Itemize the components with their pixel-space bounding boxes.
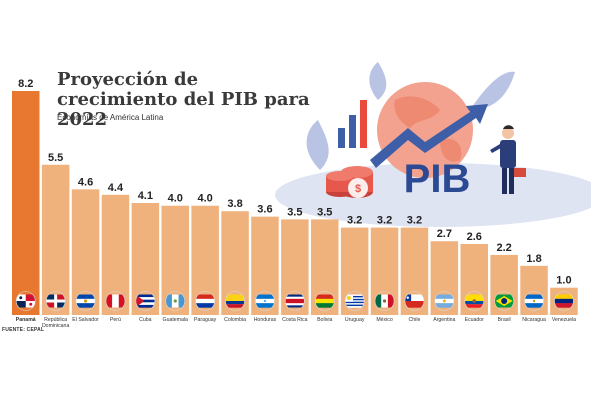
value-label-brazil: 2.2 xyxy=(497,242,512,254)
value-label-argentina: 2.7 xyxy=(437,228,452,240)
category-label-chile: Chile xyxy=(409,317,421,323)
category-label-uruguay: Uruguay xyxy=(345,317,365,323)
leaf-left-icon xyxy=(306,120,329,170)
bar-el-salvador xyxy=(71,189,100,315)
dominican-republic-flag-icon xyxy=(45,291,66,311)
bolivia-flag-icon xyxy=(314,291,335,311)
value-label-peru: 4.4 xyxy=(108,182,124,194)
pib-label: PIB xyxy=(404,157,471,201)
category-label-paraguay: Paraguay xyxy=(194,317,217,323)
value-label-mexico: 3.2 xyxy=(377,215,392,227)
category-label-brazil: Brasil xyxy=(498,317,511,323)
value-label-ecuador: 2.6 xyxy=(467,231,482,243)
colombia-flag-icon xyxy=(225,291,245,311)
value-label-nicaragua: 1.8 xyxy=(526,253,541,265)
brazil-flag-icon xyxy=(494,291,514,311)
uruguay-flag-icon xyxy=(344,291,365,311)
category-label-argentina: Argentina xyxy=(433,317,455,323)
bar-dominican-republic xyxy=(41,164,70,315)
pib-illustration: $ PIB xyxy=(275,62,591,227)
guatemala-flag-icon xyxy=(165,291,186,311)
value-label-dominican-republic: 5.5 xyxy=(48,152,63,164)
value-label-costa-rica: 3.5 xyxy=(287,206,302,218)
costa-rica-flag-icon xyxy=(285,291,305,311)
category-label-mexico: México xyxy=(376,317,393,323)
category-label-venezuela: Venezuela xyxy=(552,317,576,323)
value-label-el-salvador: 4.6 xyxy=(78,176,93,188)
value-label-panama: 8.2 xyxy=(18,78,33,90)
labels-group: 8.2 Panamá 5.5 República Dominicana 4.6 El Sal… xyxy=(16,78,576,329)
category-label-cuba: Cuba xyxy=(139,317,152,323)
mexico-flag-icon xyxy=(374,291,395,311)
leaf-top-icon xyxy=(369,62,387,100)
panama-flag-icon xyxy=(15,291,36,311)
globe-land xyxy=(394,96,462,162)
el-salvador-flag-icon xyxy=(75,291,96,311)
value-label-cuba: 4.1 xyxy=(138,190,153,202)
paraguay-flag-icon xyxy=(195,291,215,311)
category-label-peru: Perú xyxy=(110,317,121,323)
category-label-panama: Panamá xyxy=(16,317,36,323)
mini-bar-3 xyxy=(360,100,367,148)
venezuela-flag-icon xyxy=(554,291,574,311)
category-label-nicaragua: Nicaragua xyxy=(522,317,546,323)
svg-text:$: $ xyxy=(355,183,361,195)
value-label-chile: 3.2 xyxy=(407,215,422,227)
category-label-bolivia: Bolivia xyxy=(317,317,332,323)
category-label-dominican-republic: República Dominicana xyxy=(42,317,70,329)
bar-panama xyxy=(12,91,40,315)
flags-group xyxy=(15,291,574,311)
nicaragua-flag-icon xyxy=(524,291,544,311)
growth-arrow-icon xyxy=(370,104,488,168)
value-label-uruguay: 3.2 xyxy=(347,215,362,227)
category-label-costa-rica: Costa Rica xyxy=(282,317,307,323)
value-label-colombia: 3.8 xyxy=(227,198,242,210)
chart-title: Proyección de crecimiento del PIB para 2… xyxy=(57,69,310,130)
cuba-flag-icon xyxy=(135,291,156,311)
value-label-bolivia: 3.5 xyxy=(317,206,332,218)
category-label-colombia: Colombia xyxy=(224,317,246,323)
source-note: FUENTE: CEPAL xyxy=(2,327,45,333)
category-label-ecuador: Ecuador xyxy=(465,317,485,323)
chile-flag-icon xyxy=(404,291,425,311)
category-label-guatemala: Guatemala xyxy=(163,317,188,323)
honduras-flag-icon xyxy=(255,291,275,311)
mini-bar-2 xyxy=(349,115,356,148)
chart-subtitle: Economías de América Latina xyxy=(57,113,164,122)
value-label-honduras: 3.6 xyxy=(257,204,272,216)
value-label-venezuela: 1.0 xyxy=(556,275,571,287)
businessman-icon xyxy=(490,125,526,194)
category-label-el-salvador: El Salvador xyxy=(72,317,99,323)
ecuador-flag-icon xyxy=(464,291,485,311)
mini-bar-1 xyxy=(338,128,345,148)
argentina-flag-icon xyxy=(434,291,455,311)
value-label-guatemala: 4.0 xyxy=(168,193,183,205)
coin-stack-icon: $ xyxy=(326,166,373,198)
peru-flag-icon xyxy=(105,291,126,311)
value-label-paraguay: 4.0 xyxy=(198,193,213,205)
category-label-honduras: Honduras xyxy=(254,317,277,323)
leaf-right-icon xyxy=(470,71,515,110)
